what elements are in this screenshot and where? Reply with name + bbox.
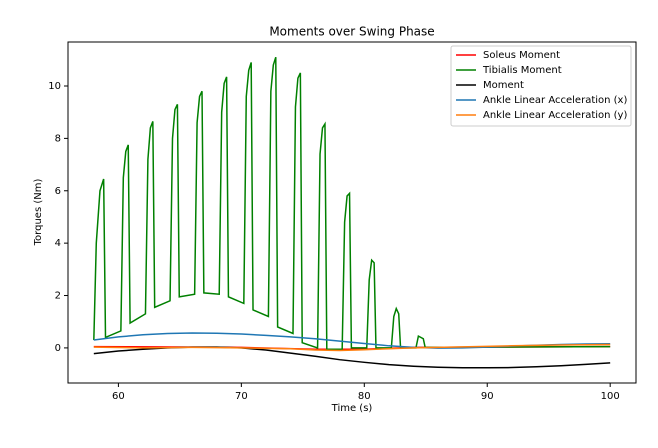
legend-box [450, 45, 632, 127]
x-tick-label: 70 [235, 391, 248, 402]
legend-label: Ankle Linear Acceleration (y) [483, 110, 627, 121]
x-axis-label: Time (s) [331, 403, 373, 414]
y-tick-label: 0 [55, 343, 61, 354]
series-line [93, 343, 611, 352]
y-tick-label: 4 [55, 238, 61, 249]
legend-label: Soleus Moment [483, 50, 560, 61]
legend-label: Ankle Linear Acceleration (x) [483, 95, 627, 106]
y-tick-label: 2 [55, 291, 61, 302]
x-tick-label: 90 [481, 391, 494, 402]
x-tick-label: 60 [112, 391, 125, 402]
y-tick-label: 10 [48, 81, 61, 92]
x-tick-label: 80 [358, 391, 371, 402]
y-tick-label: 6 [55, 186, 61, 197]
y-axis-label: Torques (Nm) [33, 179, 44, 247]
chart-title: Moments over Swing Phase [269, 25, 434, 39]
legend-label: Tibialis Moment [482, 65, 562, 76]
legend-label: Moment [483, 80, 524, 91]
series-line [93, 56, 611, 350]
y-tick-label: 8 [55, 133, 61, 144]
x-tick-label: 100 [601, 391, 620, 402]
plot-frame [67, 41, 637, 384]
